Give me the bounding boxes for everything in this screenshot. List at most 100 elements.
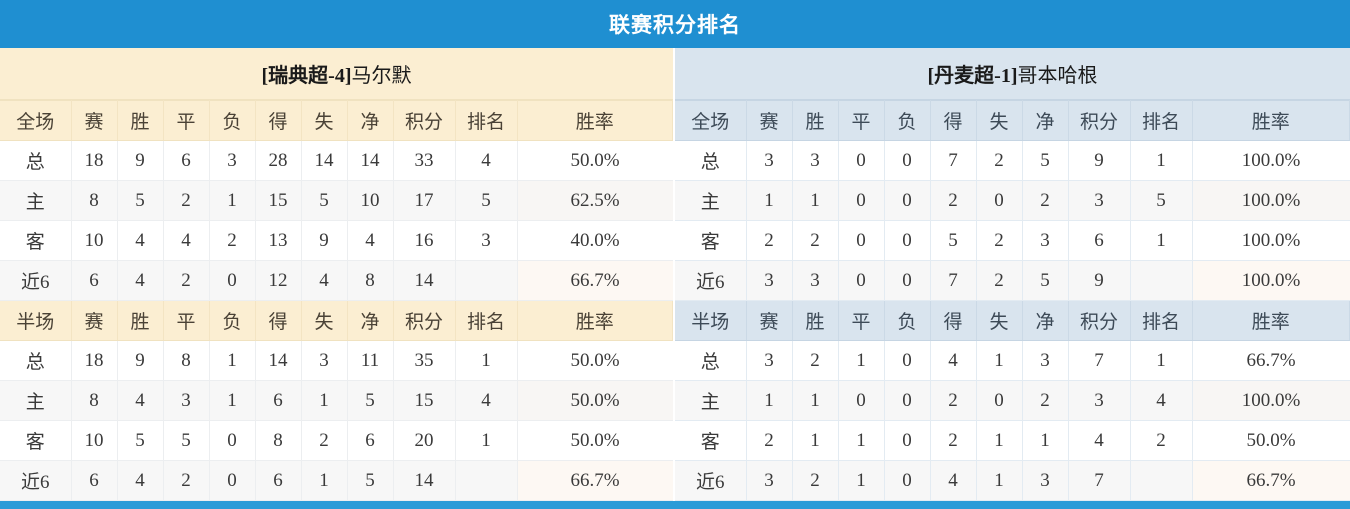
row-label: 主	[0, 180, 72, 221]
team-league-right: [丹麦超-1]	[927, 65, 1018, 87]
cell-goals-for: 15	[255, 180, 302, 221]
section-header-full-left: 全场 赛 胜 平 负 得 失 净 积分 排名 胜率	[0, 100, 673, 141]
col-win: 胜	[792, 100, 839, 141]
cell-points: 35	[393, 340, 456, 381]
cell-points: 3	[1068, 380, 1131, 421]
cell-draw: 2	[163, 460, 210, 501]
col-win: 胜	[117, 100, 164, 141]
cell-win: 2	[792, 460, 839, 501]
col-goals-for: 得	[930, 300, 977, 341]
section-header-half-right: 半场 赛 胜 平 负 得 失 净 积分 排名 胜率	[675, 300, 1350, 341]
cell-goals-for: 2	[930, 380, 977, 421]
cell-goals-for: 13	[255, 220, 302, 261]
cell-goals-against: 4	[301, 260, 348, 301]
cell-played: 3	[746, 140, 793, 181]
table-row: 总 3 2 1 0 4 1 3 7 1 66.7%	[675, 340, 1350, 381]
col-played: 赛	[71, 100, 118, 141]
cell-played: 3	[746, 340, 793, 381]
cell-points: 20	[393, 420, 456, 461]
cell-draw: 1	[838, 420, 885, 461]
cell-draw: 6	[163, 140, 210, 181]
cell-win: 2	[792, 220, 839, 261]
table-row: 客 2 1 1 0 2 1 1 4 2 50.0%	[675, 420, 1350, 461]
cell-loss: 0	[884, 420, 931, 461]
cell-draw: 0	[838, 260, 885, 301]
row-label: 近6	[675, 260, 747, 301]
table-row: 近6 3 2 1 0 4 1 3 7 66.7%	[675, 460, 1350, 501]
cell-goal-diff: 3	[1022, 340, 1069, 381]
cell-played: 18	[71, 340, 118, 381]
row-label: 总	[675, 140, 747, 181]
cell-goals-against: 1	[976, 460, 1023, 501]
section-header-half-left: 半场 赛 胜 平 负 得 失 净 积分 排名 胜率	[0, 300, 673, 341]
cell-goals-against: 1	[976, 340, 1023, 381]
team-panel-right: [丹麦超-1] 哥本哈根 全场 赛 胜 平 负 得 失 净	[675, 48, 1350, 501]
cell-win: 4	[117, 260, 164, 301]
cell-win: 4	[117, 220, 164, 261]
col-rank: 排名	[1130, 300, 1193, 341]
cell-win: 3	[792, 140, 839, 181]
cell-win: 5	[117, 420, 164, 461]
cell-points: 4	[1068, 420, 1131, 461]
cell-winrate: 100.0%	[1192, 140, 1350, 181]
col-goals-for: 得	[930, 100, 977, 141]
cell-goals-for: 2	[930, 180, 977, 221]
cell-loss: 0	[884, 220, 931, 261]
cell-winrate: 50.0%	[517, 380, 673, 421]
col-goal-diff: 净	[1022, 100, 1069, 141]
cell-winrate: 100.0%	[1192, 180, 1350, 221]
cell-played: 6	[71, 260, 118, 301]
row-label: 客	[675, 220, 747, 261]
col-points: 积分	[1068, 100, 1131, 141]
cell-points: 16	[393, 220, 456, 261]
cell-rank: 1	[1130, 220, 1193, 261]
cell-played: 2	[746, 220, 793, 261]
cell-loss: 2	[209, 220, 256, 261]
row-label: 客	[0, 420, 72, 461]
cell-goal-diff: 1	[1022, 420, 1069, 461]
table-row: 总 18 9 6 3 28 14 14 33 4 50.0%	[0, 140, 673, 181]
col-played: 赛	[71, 300, 118, 341]
cell-winrate: 66.7%	[1192, 460, 1350, 501]
col-goals-against: 失	[301, 300, 348, 341]
cell-points: 9	[1068, 260, 1131, 301]
col-loss: 负	[884, 100, 931, 141]
cell-win: 1	[792, 420, 839, 461]
cell-winrate: 50.0%	[517, 340, 673, 381]
table-row: 总 3 3 0 0 7 2 5 9 1 100.0%	[675, 140, 1350, 181]
cell-winrate: 50.0%	[1192, 420, 1350, 461]
cell-goals-against: 9	[301, 220, 348, 261]
col-loss: 负	[209, 300, 256, 341]
section-label: 全场	[675, 100, 747, 141]
cell-rank	[455, 260, 518, 301]
cell-goal-diff: 3	[1022, 460, 1069, 501]
cell-rank	[1130, 260, 1193, 301]
cell-win: 9	[117, 140, 164, 181]
col-goals-against: 失	[976, 100, 1023, 141]
cell-rank: 4	[455, 140, 518, 181]
cell-draw: 1	[838, 340, 885, 381]
cell-loss: 0	[884, 380, 931, 421]
cell-win: 3	[792, 260, 839, 301]
cell-winrate: 66.7%	[1192, 340, 1350, 381]
table-row: 主 1 1 0 0 2 0 2 3 5 100.0%	[675, 180, 1350, 221]
table-row: 总 18 9 8 1 14 3 11 35 1 50.0%	[0, 340, 673, 381]
cell-played: 8	[71, 180, 118, 221]
row-label: 客	[0, 220, 72, 261]
cell-loss: 0	[209, 260, 256, 301]
cell-goals-against: 3	[301, 340, 348, 381]
cell-loss: 0	[209, 420, 256, 461]
cell-loss: 3	[209, 140, 256, 181]
cell-goals-for: 8	[255, 420, 302, 461]
row-label: 客	[675, 420, 747, 461]
col-played: 赛	[746, 300, 793, 341]
cell-draw: 8	[163, 340, 210, 381]
cell-draw: 0	[838, 180, 885, 221]
cell-win: 5	[117, 180, 164, 221]
cell-draw: 2	[163, 260, 210, 301]
cell-rank: 1	[1130, 340, 1193, 381]
cell-played: 10	[71, 420, 118, 461]
col-goal-diff: 净	[1022, 300, 1069, 341]
cell-win: 4	[117, 460, 164, 501]
col-winrate: 胜率	[517, 100, 673, 141]
